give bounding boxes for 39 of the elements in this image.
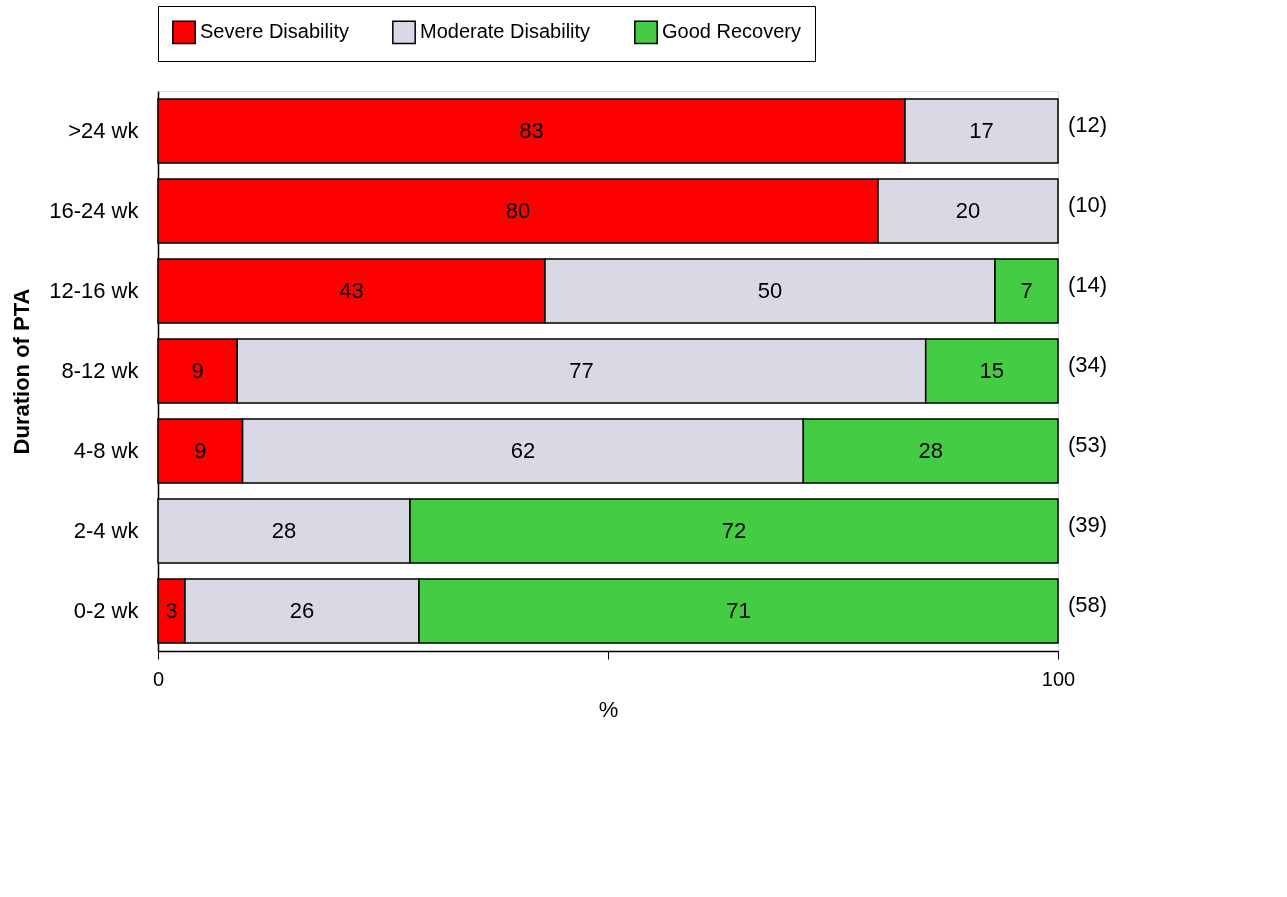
data-label: 9: [191, 358, 204, 383]
data-label: 80: [505, 198, 531, 223]
text: (58): [1068, 592, 1108, 617]
y-tick-label: 0-2 wk: [73, 598, 140, 623]
legend-label: Severe Disability: [200, 20, 349, 43]
data-label: 9: [194, 438, 207, 463]
y-tick-label: 2-4 wk: [73, 518, 140, 543]
data-label: 3: [165, 598, 178, 623]
y-tick-label: 12-16 wk: [49, 278, 140, 303]
x-tick-label: 100: [1041, 667, 1076, 690]
data-label: 28: [918, 438, 943, 463]
data-label: 71: [726, 598, 751, 623]
data-label: 26: [289, 598, 315, 623]
data-label: 17: [969, 118, 994, 143]
data-label: 62: [510, 438, 536, 463]
y-tick-label: 16-24 wk: [49, 198, 140, 223]
data-label: 83: [519, 118, 544, 143]
text: (14): [1068, 272, 1108, 297]
y-axis-title: Duration of PTA: [9, 288, 35, 455]
data-label: 77: [569, 358, 594, 383]
legend-label: Good Recovery: [662, 20, 801, 43]
y-tick-label: >24 wk: [68, 118, 140, 143]
text: (53): [1068, 432, 1108, 457]
text: (10): [1068, 192, 1108, 217]
data-label: 20: [955, 198, 981, 223]
x-axis-title: %: [598, 696, 619, 722]
x-tick-label: 0: [152, 667, 165, 690]
legend-label: Moderate Disability: [420, 20, 591, 43]
y-tick-label: 8-12 wk: [61, 358, 140, 383]
data-label: 7: [1020, 278, 1033, 303]
text: (39): [1068, 512, 1108, 537]
data-label: 28: [271, 518, 297, 543]
text: (34): [1068, 352, 1108, 377]
data-label: 15: [979, 358, 1005, 383]
text: (12): [1068, 112, 1108, 137]
y-tick-label: 4-8 wk: [73, 438, 140, 463]
data-label: 50: [757, 278, 783, 303]
data-label: 72: [721, 518, 747, 543]
data-label: 43: [339, 278, 364, 303]
